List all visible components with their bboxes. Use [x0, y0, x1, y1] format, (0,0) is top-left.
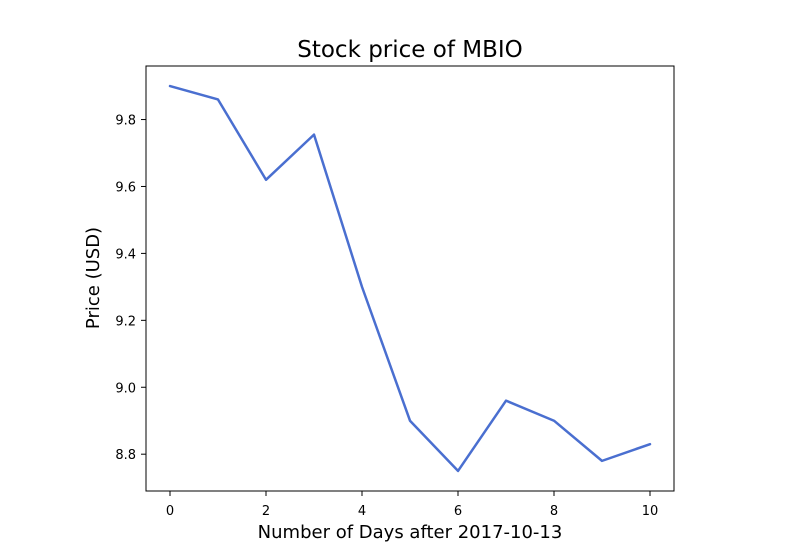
y-tick-label: 9.6 — [115, 180, 136, 195]
y-axis-label: Price (USD) — [83, 227, 104, 329]
x-tick-label: 6 — [454, 504, 462, 519]
x-axis-label: Number of Days after 2017-10-13 — [258, 522, 563, 543]
axis-ticks: 0 2 4 6 8 10 8.8 9.0 9.2 9.4 9.6 9.8 — [115, 114, 658, 519]
y-tick-label: 9.0 — [115, 381, 136, 396]
chart-title: Stock price of MBIO — [297, 37, 523, 63]
y-tick-label: 8.8 — [115, 448, 136, 463]
y-tick-label: 9.4 — [115, 247, 136, 262]
x-tick-label: 0 — [166, 504, 174, 519]
x-tick-label: 4 — [358, 504, 366, 519]
series-line-mbio — [168, 84, 652, 473]
x-tick-label: 2 — [262, 504, 270, 519]
y-tick-label: 9.2 — [115, 314, 136, 329]
plot-frame — [145, 65, 675, 492]
x-tick-label: 10 — [642, 504, 659, 519]
x-tick-label: 8 — [550, 504, 558, 519]
y-tick-label: 9.8 — [115, 114, 136, 129]
